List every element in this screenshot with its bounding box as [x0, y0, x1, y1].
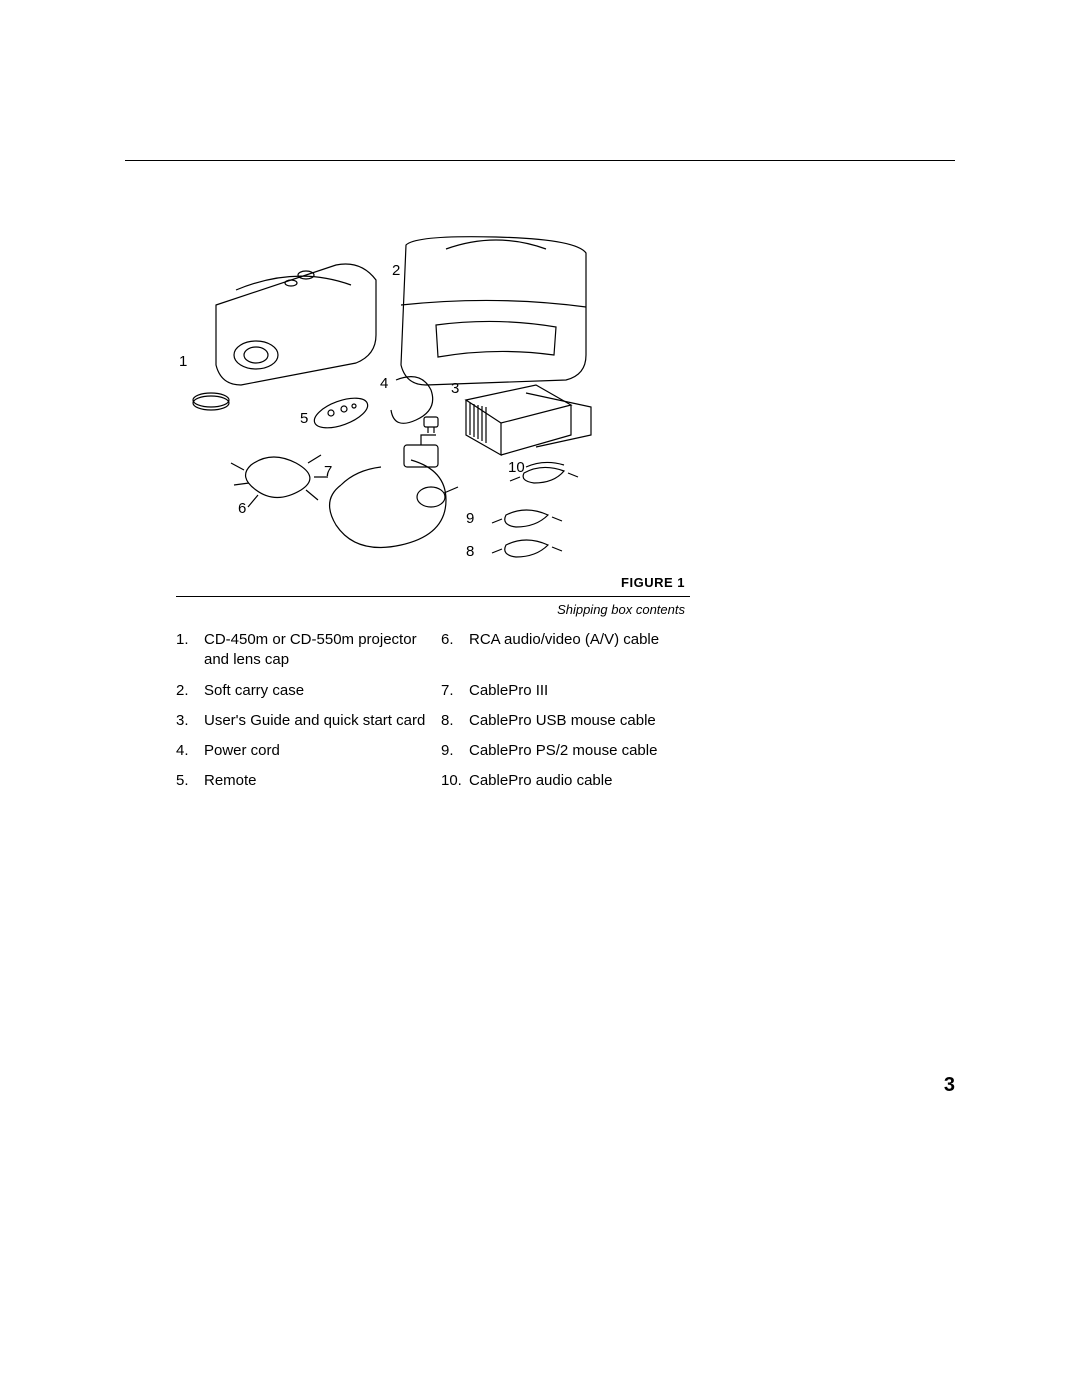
item-text: CD-450m or CD-550m projector and lens ca…: [204, 630, 441, 671]
item-number: 10.: [441, 771, 469, 791]
figure-label: FIGURE 1: [621, 575, 685, 590]
list-row: 4. Power cord 9. CablePro PS/2 mouse cab…: [176, 741, 706, 761]
item-text: User's Guide and quick start card: [204, 711, 441, 731]
item-number: 6.: [441, 630, 469, 671]
callout-7: 7: [324, 463, 332, 480]
item-number: 7.: [441, 681, 469, 701]
callout-9: 9: [466, 510, 474, 527]
figure-caption: Shipping box contents: [557, 602, 685, 617]
callout-5: 5: [300, 410, 308, 427]
callout-1: 1: [179, 353, 187, 370]
callout-8: 8: [466, 543, 474, 560]
item-number: 5.: [176, 771, 204, 791]
item-text: CablePro audio cable: [469, 771, 706, 791]
list-row: 2. Soft carry case 7. CablePro III: [176, 681, 706, 701]
callout-4: 4: [380, 375, 388, 392]
item-number: 4.: [176, 741, 204, 761]
item-text: CablePro PS/2 mouse cable: [469, 741, 706, 761]
item-text: RCA audio/video (A/V) cable: [469, 630, 706, 671]
item-text: Power cord: [204, 741, 441, 761]
list-row: 3. User's Guide and quick start card 8. …: [176, 711, 706, 731]
item-number: 2.: [176, 681, 204, 701]
item-text: CablePro III: [469, 681, 706, 701]
item-text: CablePro USB mouse cable: [469, 711, 706, 731]
callout-10: 10: [508, 459, 525, 476]
figure-illustration: 1 2 3 4 5 6 7 8 9 10: [176, 235, 706, 565]
list-row: 5. Remote 10. CablePro audio cable: [176, 771, 706, 791]
item-text: Soft carry case: [204, 681, 441, 701]
figure-rule: [176, 596, 690, 597]
item-number: 3.: [176, 711, 204, 731]
item-number: 1.: [176, 630, 204, 671]
manual-page: 1 2 3 4 5 6 7 8 9 10 FIGURE 1 Shipping b…: [0, 0, 1080, 1397]
item-number: 9.: [441, 741, 469, 761]
list-row: 1. CD-450m or CD-550m projector and lens…: [176, 630, 706, 671]
callout-2: 2: [392, 262, 400, 279]
item-text: Remote: [204, 771, 441, 791]
page-number: 3: [944, 1074, 955, 1097]
contents-list: 1. CD-450m or CD-550m projector and lens…: [176, 630, 706, 802]
header-rule: [125, 160, 955, 161]
callout-6: 6: [238, 500, 246, 517]
callout-3: 3: [451, 380, 459, 397]
item-number: 8.: [441, 711, 469, 731]
